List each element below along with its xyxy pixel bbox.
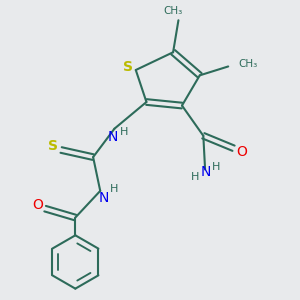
Text: H: H (120, 127, 129, 136)
Text: H: H (110, 184, 118, 194)
Text: CH₃: CH₃ (164, 6, 183, 16)
Text: N: N (201, 165, 211, 179)
Text: O: O (32, 198, 43, 212)
Text: S: S (48, 139, 58, 153)
Text: H: H (212, 162, 220, 172)
Text: O: O (236, 146, 247, 160)
Text: H: H (191, 172, 199, 182)
Text: S: S (123, 60, 133, 74)
Text: N: N (107, 130, 118, 144)
Text: CH₃: CH₃ (238, 58, 257, 69)
Text: N: N (99, 191, 109, 205)
